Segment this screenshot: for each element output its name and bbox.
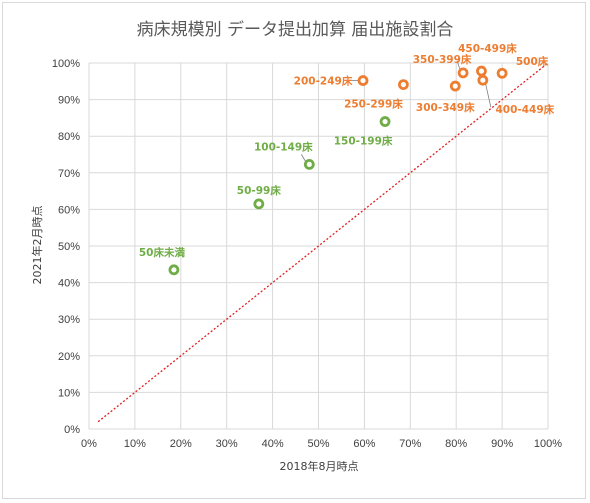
y-tick-label: 80% <box>58 131 80 143</box>
x-tick-label: 40% <box>262 438 284 450</box>
y-tick-label: 0% <box>64 424 80 436</box>
data-point <box>476 65 487 77</box>
y-tick-label: 100% <box>52 58 80 70</box>
y-tick-labels: 0% 10% 20% 30% 40% 50% 60% 70% 80% 90% 100% <box>52 58 80 436</box>
grid-lines <box>88 62 549 430</box>
y-tick-label: 60% <box>58 204 80 216</box>
chart-frame <box>2 2 586 499</box>
point-label: 100-149床 <box>254 140 313 153</box>
x-axis-label: 2018年8月時点 <box>280 459 359 473</box>
y-tick-label: 30% <box>58 314 80 326</box>
data-point <box>398 79 409 90</box>
point-label: 400-449床 <box>495 103 554 116</box>
y-tick-label: 70% <box>58 168 80 180</box>
y-tick-label: 90% <box>58 95 80 107</box>
data-point <box>303 158 315 170</box>
x-tick-label: 80% <box>445 438 467 450</box>
x-tick-label: 30% <box>216 438 238 450</box>
x-tick-label: 70% <box>399 438 421 450</box>
point-labels: 50床未満 50-99床 100-149床 150-199床 200-249床 250-2… <box>139 42 555 259</box>
x-tick-label: 0% <box>81 438 97 450</box>
data-point <box>477 74 489 86</box>
x-tick-label: 20% <box>170 438 192 450</box>
point-label: 200-249床 <box>294 75 353 88</box>
y-tick-label: 10% <box>58 387 80 399</box>
data-point <box>253 198 265 210</box>
y-tick-label: 50% <box>58 241 80 253</box>
x-tick-label: 60% <box>353 438 375 450</box>
y-tick-label: 20% <box>58 351 80 363</box>
leader-line <box>484 80 492 108</box>
point-label: 350-399床 <box>413 53 472 66</box>
x-tick-labels: 0% 10% 20% 30% 40% 50% 60% 70% 80% 90% 100% <box>81 438 562 450</box>
x-tick-label: 90% <box>491 438 513 450</box>
data-point <box>379 116 391 127</box>
reference-diagonal <box>97 62 549 423</box>
x-tick-label: 10% <box>124 438 146 450</box>
y-axis-label: 2021年2月時点 <box>30 206 44 285</box>
reference-line <box>97 62 549 423</box>
x-tick-label: 100% <box>534 438 562 450</box>
data-point <box>357 75 369 86</box>
y-tick-label: 40% <box>58 278 80 290</box>
point-label: 150-199床 <box>334 135 393 148</box>
data-point <box>449 80 461 92</box>
data-points <box>168 65 508 276</box>
point-label: 50床未満 <box>139 246 186 259</box>
data-point <box>496 67 508 79</box>
point-label: 450-499床 <box>458 42 517 55</box>
point-label: 50-99床 <box>237 184 282 197</box>
point-label: 500床 <box>516 55 549 68</box>
data-point <box>457 67 469 79</box>
point-label: 250-299床 <box>344 98 403 111</box>
x-tick-label: 50% <box>307 438 329 450</box>
data-point <box>168 264 180 276</box>
point-label: 300-349床 <box>416 101 475 114</box>
chart-title: 病床規模別 データ提出加算 届出施設割合 <box>137 19 454 40</box>
